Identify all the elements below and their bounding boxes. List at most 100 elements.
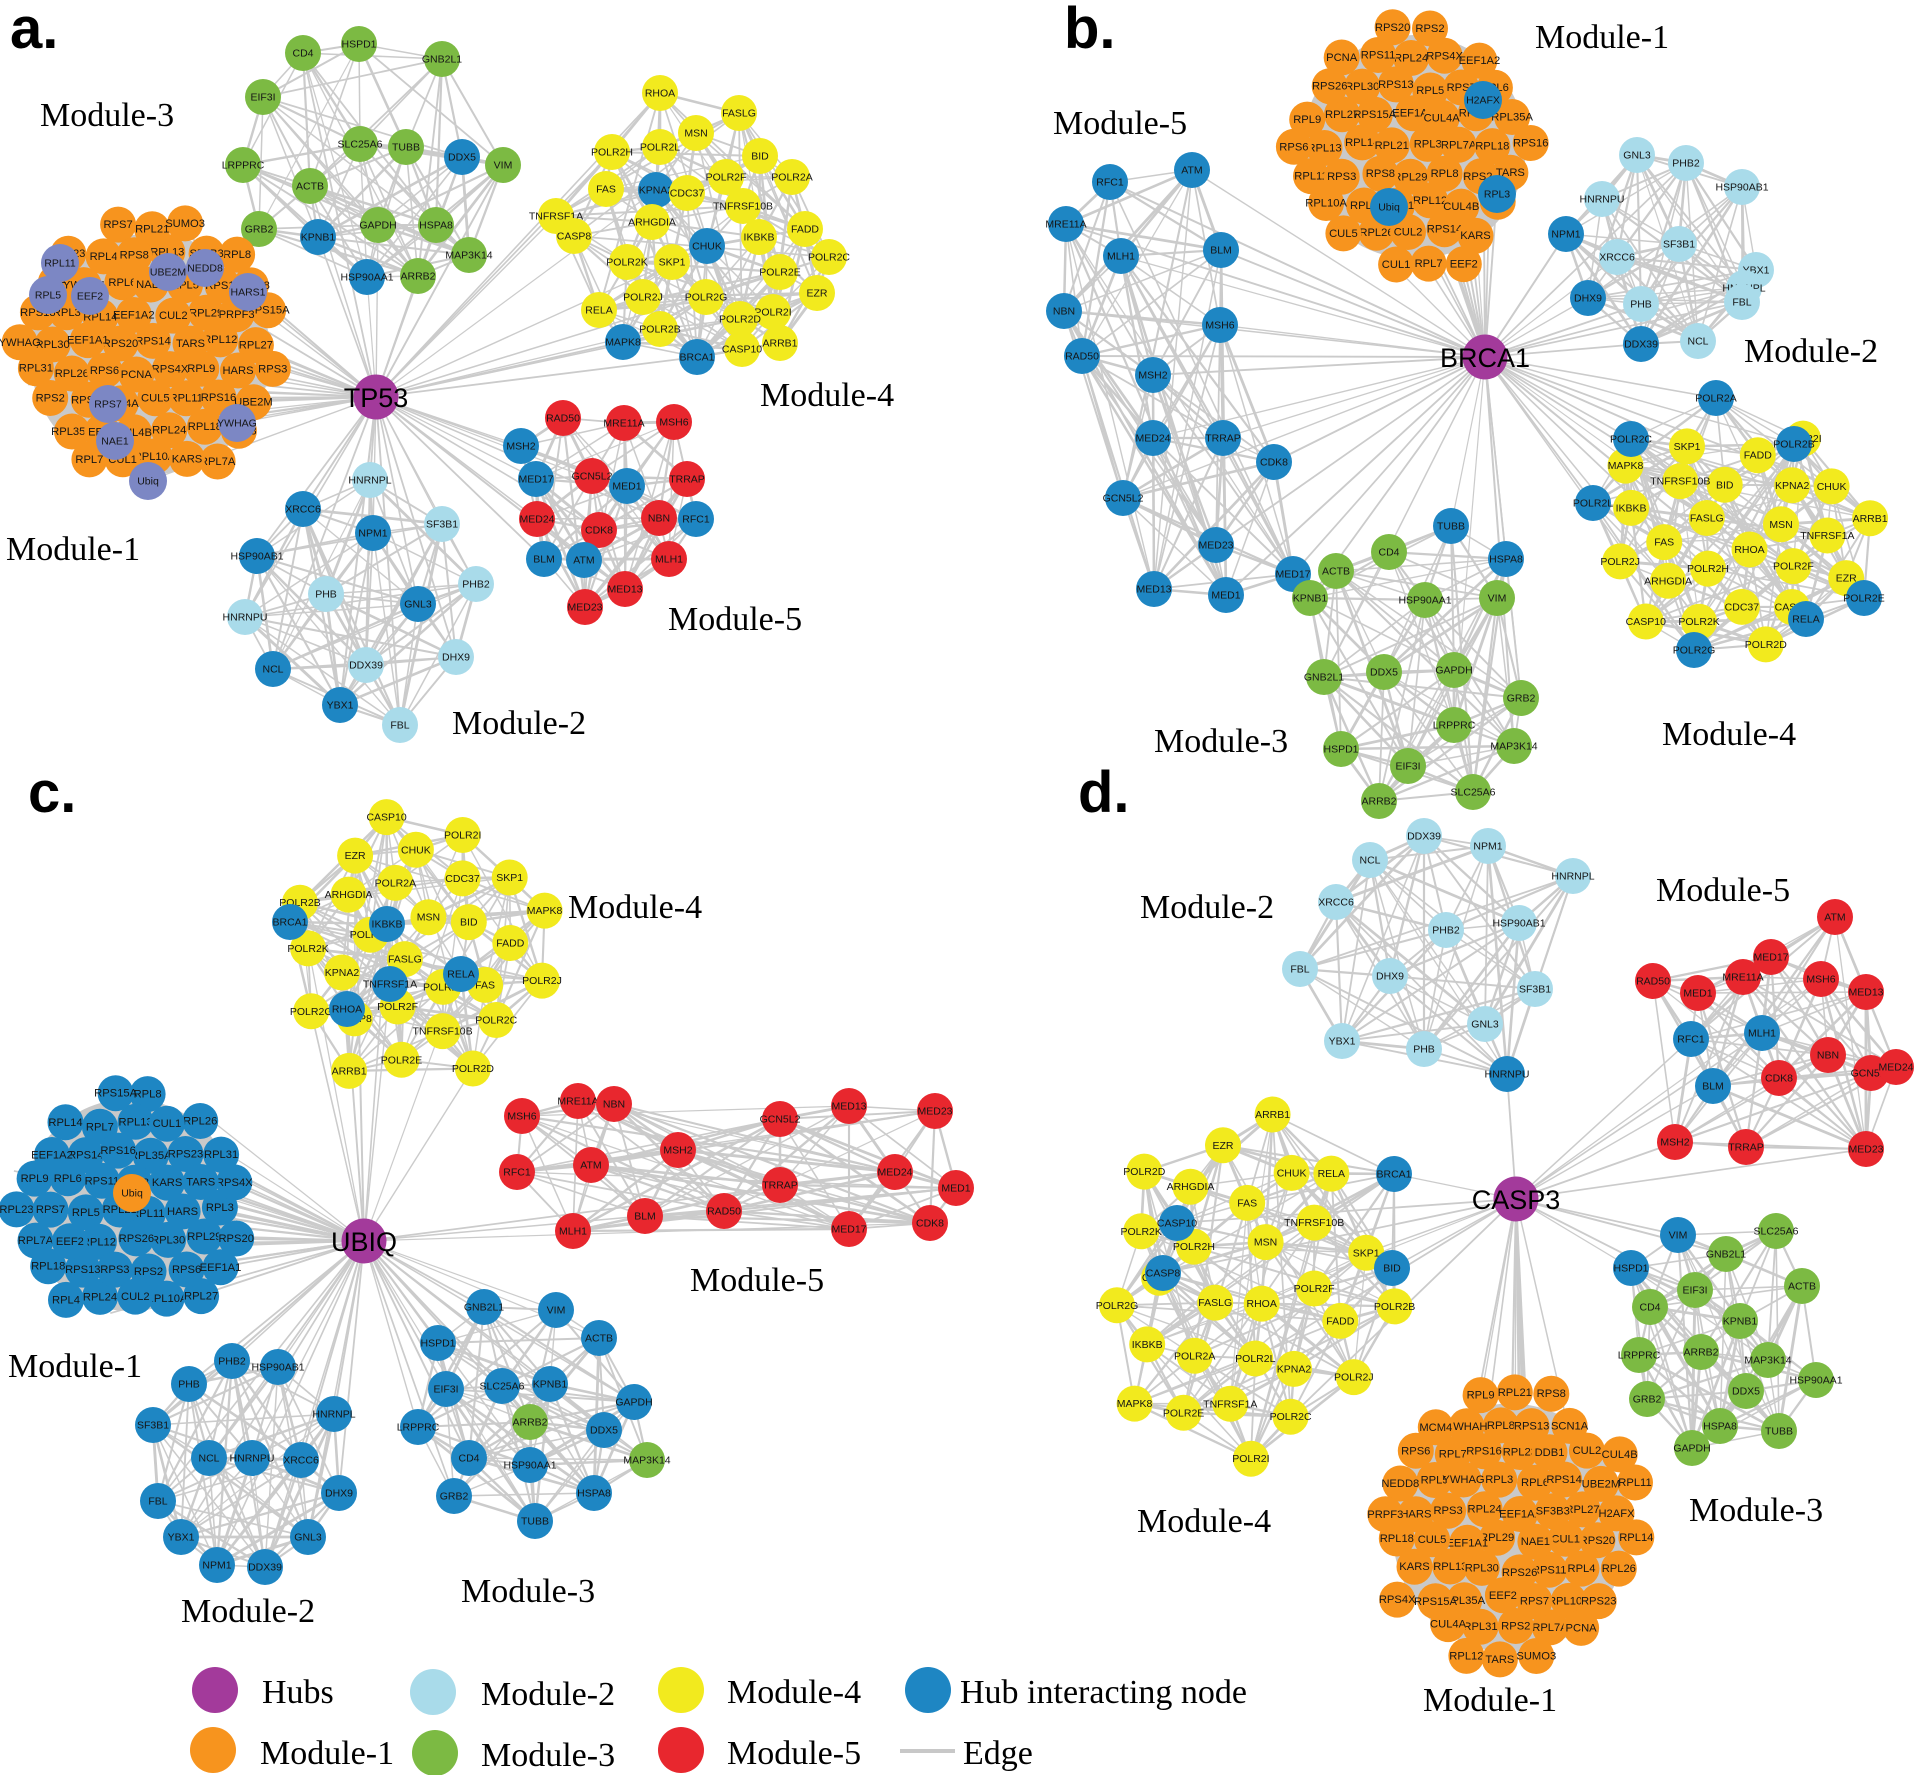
svg-text:POLR2C: POLR2C — [1610, 434, 1652, 446]
svg-text:Module-5: Module-5 — [1656, 872, 1790, 909]
svg-text:CUL4B: CUL4B — [1602, 1449, 1638, 1461]
svg-text:RPL26: RPL26 — [183, 1116, 217, 1128]
svg-text:RELA: RELA — [1318, 1168, 1345, 1180]
svg-text:ARRB1: ARRB1 — [1853, 513, 1888, 525]
svg-text:ATM: ATM — [1824, 912, 1845, 924]
svg-text:RPL24: RPL24 — [1394, 53, 1428, 65]
svg-text:Hubs: Hubs — [262, 1674, 334, 1711]
svg-text:HSP90AA1: HSP90AA1 — [340, 272, 393, 284]
svg-text:RPS20: RPS20 — [103, 338, 138, 350]
svg-text:POLR2A: POLR2A — [771, 172, 812, 184]
svg-text:ARHGDIA: ARHGDIA — [1644, 575, 1692, 587]
svg-text:BLM: BLM — [533, 554, 555, 566]
svg-text:CASP8: CASP8 — [1146, 1268, 1181, 1280]
svg-text:POLR2I: POLR2I — [1232, 1453, 1269, 1465]
svg-text:CHUK: CHUK — [1817, 481, 1847, 493]
svg-text:RPL11: RPL11 — [131, 1208, 164, 1220]
svg-text:MSN: MSN — [417, 912, 440, 924]
svg-text:RPL9: RPL9 — [187, 363, 215, 375]
svg-text:RPL5: RPL5 — [72, 1207, 100, 1219]
svg-text:RPL9: RPL9 — [1467, 1390, 1495, 1402]
svg-text:RPS15A: RPS15A — [1353, 109, 1396, 121]
svg-text:HARS1: HARS1 — [230, 287, 265, 299]
svg-text:RPL24: RPL24 — [152, 425, 186, 437]
svg-text:Module-4: Module-4 — [568, 889, 702, 926]
svg-text:POLR2G: POLR2G — [685, 292, 728, 304]
svg-text:RPS14: RPS14 — [68, 1150, 103, 1162]
svg-text:RPL4: RPL4 — [52, 1294, 80, 1306]
svg-text:RPL29: RPL29 — [189, 307, 223, 319]
svg-text:MRE11A: MRE11A — [603, 418, 644, 430]
svg-text:RPS23: RPS23 — [168, 1149, 203, 1161]
svg-text:RAD50: RAD50 — [1065, 351, 1099, 363]
svg-text:DDX5: DDX5 — [1370, 667, 1398, 679]
svg-text:POLR2B: POLR2B — [639, 324, 680, 336]
svg-text:KPNB1: KPNB1 — [301, 232, 336, 244]
svg-text:Module-4: Module-4 — [727, 1674, 861, 1711]
svg-text:DDX39: DDX39 — [248, 1562, 282, 1574]
svg-text:Module-4: Module-4 — [1137, 1503, 1271, 1540]
svg-text:RPS7: RPS7 — [1520, 1596, 1549, 1608]
svg-text:EEF1A1: EEF1A1 — [1392, 108, 1434, 120]
svg-text:POLR2E: POLR2E — [759, 267, 800, 279]
svg-text:ARHGDIA: ARHGDIA — [628, 217, 676, 229]
svg-text:CASP10: CASP10 — [1157, 1218, 1197, 1230]
svg-text:FASLG: FASLG — [388, 954, 422, 966]
svg-text:KARS: KARS — [172, 453, 202, 465]
svg-text:TARS: TARS — [186, 1177, 215, 1189]
svg-text:CD4: CD4 — [1378, 547, 1399, 559]
svg-text:CD4: CD4 — [292, 48, 313, 60]
svg-text:TUBB: TUBB — [1765, 1426, 1793, 1438]
svg-text:RPL27: RPL27 — [184, 1291, 218, 1303]
svg-text:Ubiq: Ubiq — [137, 476, 159, 488]
svg-text:POLR2L: POLR2L — [1235, 1353, 1275, 1365]
svg-text:MAP3K14: MAP3K14 — [445, 250, 492, 262]
svg-text:SF3B1: SF3B1 — [137, 1420, 169, 1432]
svg-text:RPL21: RPL21 — [135, 224, 169, 236]
svg-text:MED17: MED17 — [1275, 569, 1310, 581]
svg-text:MSN: MSN — [1254, 1237, 1277, 1249]
svg-text:RPL7: RPL7 — [1415, 258, 1443, 270]
svg-text:MED1: MED1 — [941, 1183, 970, 1195]
svg-text:GNB2L1: GNB2L1 — [1706, 1249, 1746, 1261]
svg-text:POLR2G: POLR2G — [1096, 1300, 1139, 1312]
svg-text:HSP90AA1: HSP90AA1 — [503, 1460, 556, 1472]
svg-text:CHUK: CHUK — [692, 241, 722, 253]
svg-text:MED1: MED1 — [612, 481, 641, 493]
svg-text:RPL12: RPL12 — [1449, 1650, 1483, 1662]
svg-text:RPL24: RPL24 — [83, 1291, 117, 1303]
svg-text:MSH2: MSH2 — [1138, 370, 1167, 382]
svg-text:HSPA8: HSPA8 — [1703, 1421, 1737, 1433]
svg-text:DDX5: DDX5 — [1732, 1386, 1760, 1398]
svg-text:POLR2G: POLR2G — [290, 1006, 333, 1018]
svg-text:NBN: NBN — [603, 1099, 625, 1111]
svg-text:DHX9: DHX9 — [1376, 971, 1404, 983]
svg-text:RPS16: RPS16 — [201, 392, 236, 404]
svg-text:MSN: MSN — [684, 128, 707, 140]
svg-text:NBN: NBN — [1053, 306, 1075, 318]
svg-text:RPL21: RPL21 — [1375, 140, 1409, 152]
svg-text:VIM: VIM — [547, 1305, 566, 1317]
svg-text:RPS8: RPS8 — [1366, 168, 1395, 180]
svg-text:NEDD8: NEDD8 — [187, 263, 223, 275]
svg-text:YBX1: YBX1 — [1329, 1036, 1356, 1048]
svg-text:HSP90AB1: HSP90AB1 — [1492, 918, 1545, 930]
svg-text:YWHAH: YWHAH — [1446, 1421, 1488, 1433]
svg-text:TNFRSF1A: TNFRSF1A — [1203, 1398, 1257, 1410]
svg-text:EEF1A2: EEF1A2 — [1459, 55, 1501, 67]
svg-text:RPL31: RPL31 — [204, 1149, 238, 1161]
svg-text:MED13: MED13 — [831, 1101, 866, 1113]
svg-text:RPS15A: RPS15A — [94, 1088, 137, 1100]
svg-text:NEDD8: NEDD8 — [1381, 1478, 1419, 1490]
svg-text:RPL14: RPL14 — [1619, 1532, 1653, 1544]
svg-text:TUBB: TUBB — [392, 142, 420, 154]
svg-text:EZR: EZR — [1213, 1140, 1234, 1152]
svg-text:HNRNPL: HNRNPL — [312, 1409, 355, 1421]
svg-text:MSH6: MSH6 — [1806, 974, 1835, 986]
svg-text:FADD: FADD — [496, 938, 524, 950]
svg-text:ATM: ATM — [573, 555, 594, 567]
svg-text:Module-5: Module-5 — [1053, 105, 1187, 142]
svg-text:YBX1: YBX1 — [327, 700, 354, 712]
svg-text:RPS2: RPS2 — [1415, 23, 1444, 35]
svg-text:HSPA8: HSPA8 — [577, 1488, 611, 1500]
